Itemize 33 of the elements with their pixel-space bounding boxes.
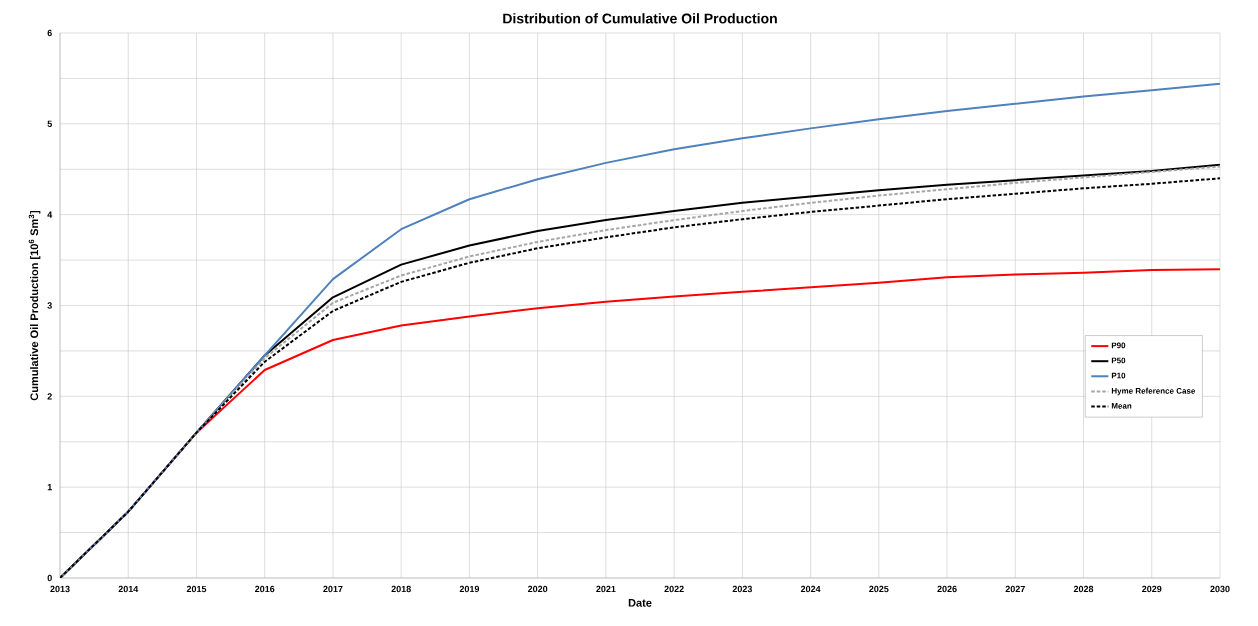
y-tick-label: 6 <box>47 29 52 37</box>
x-tick-label: 2025 <box>869 585 889 593</box>
x-tick-label: 2027 <box>1005 585 1025 593</box>
legend-label: P10 <box>1111 372 1126 379</box>
x-tick-label: 2021 <box>596 585 616 593</box>
x-tick-label: 2019 <box>459 585 480 593</box>
x-axis-title: Date <box>628 599 652 607</box>
x-tick-label: 2015 <box>186 585 207 593</box>
x-tick-label: 2014 <box>118 585 139 593</box>
chart-title: Distribution of Cumulative Oil Production <box>503 13 777 24</box>
legend-label: P50 <box>1111 357 1126 364</box>
y-axis-title: Cumulative Oil Production [10$^{6}$ Sm$^{3}$] <box>28 210 41 401</box>
x-tick-label: 2029 <box>1142 585 1162 593</box>
x-tick-label: 2024 <box>800 585 821 593</box>
y-tick-label: 0 <box>47 574 52 582</box>
x-tick-label: 2013 <box>50 585 70 593</box>
legend-label: P90 <box>1111 342 1126 349</box>
x-tick-label: 2023 <box>732 585 753 593</box>
legend-label: Hyme Reference Case <box>1111 387 1196 396</box>
x-tick-label: 2030 <box>1210 585 1230 593</box>
x-tick-label: 2016 <box>255 585 275 593</box>
y-tick-label: 1 <box>47 484 52 491</box>
x-tick-label: 2028 <box>1073 585 1094 593</box>
x-tick-label: 2026 <box>937 585 957 593</box>
y-tick-label: 5 <box>47 120 52 127</box>
legend-label: Mean <box>1111 403 1132 409</box>
x-tick-label: 2020 <box>527 585 548 593</box>
y-tick-label: 3 <box>47 302 52 309</box>
x-tick-label: 2018 <box>391 585 411 593</box>
y-tick-label: 4 <box>47 211 53 218</box>
x-tick-label: 2022 <box>664 585 684 593</box>
y-tick-label: 2 <box>47 393 52 400</box>
x-tick-label: 2017 <box>323 585 343 593</box>
